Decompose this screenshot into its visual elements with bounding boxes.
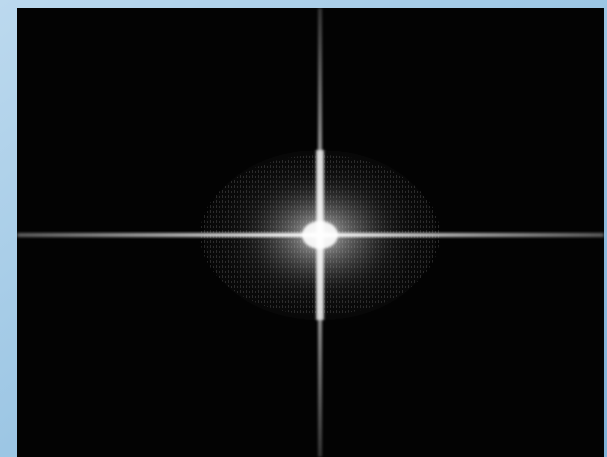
dc-peak — [302, 221, 338, 249]
spectrum-content — [17, 8, 604, 457]
